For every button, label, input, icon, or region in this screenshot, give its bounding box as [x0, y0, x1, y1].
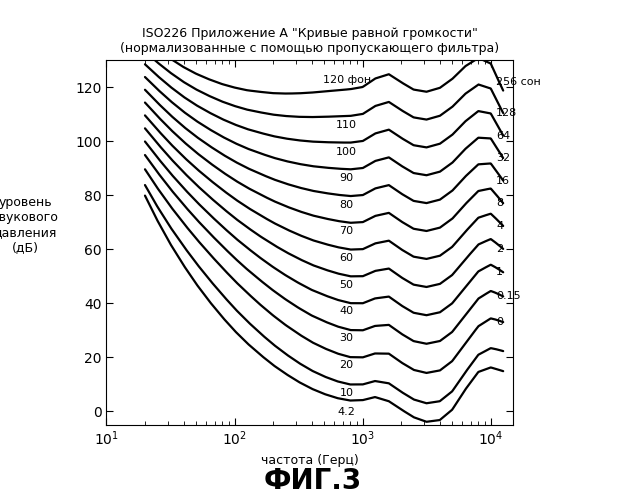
Text: 90: 90	[339, 173, 354, 183]
Text: 40: 40	[339, 306, 354, 316]
Text: 4: 4	[496, 221, 503, 231]
Title: ISO226 Приложение А "Кривые равной громкости"
(нормализованные с помощью пропуск: ISO226 Приложение А "Кривые равной громк…	[120, 26, 500, 54]
Text: 110: 110	[336, 120, 357, 130]
Text: 4.2: 4.2	[337, 406, 356, 416]
Text: 64: 64	[496, 130, 510, 140]
Text: 128: 128	[496, 108, 517, 118]
Text: 2: 2	[496, 244, 503, 254]
Text: 16: 16	[496, 176, 510, 186]
Text: уровень
звукового
давления
(дБ): уровень звукового давления (дБ)	[0, 196, 58, 254]
Text: 120 фон: 120 фон	[322, 76, 371, 86]
Text: 100: 100	[336, 146, 357, 156]
Text: 256 сон: 256 сон	[496, 78, 541, 88]
Text: 60: 60	[340, 253, 354, 263]
Text: 0: 0	[496, 317, 503, 327]
Text: 32: 32	[496, 153, 510, 163]
Text: 50: 50	[340, 280, 354, 289]
Text: 30: 30	[340, 333, 354, 343]
Text: 0.15: 0.15	[496, 292, 521, 302]
Text: 8: 8	[496, 198, 503, 208]
Text: ФИГ.3: ФИГ.3	[264, 467, 362, 495]
Text: 70: 70	[339, 226, 354, 236]
Text: 20: 20	[339, 360, 354, 370]
Text: 80: 80	[339, 200, 354, 210]
Text: 10: 10	[340, 388, 354, 398]
Text: 1: 1	[496, 268, 503, 278]
X-axis label: частота (Герц): частота (Герц)	[261, 454, 359, 467]
